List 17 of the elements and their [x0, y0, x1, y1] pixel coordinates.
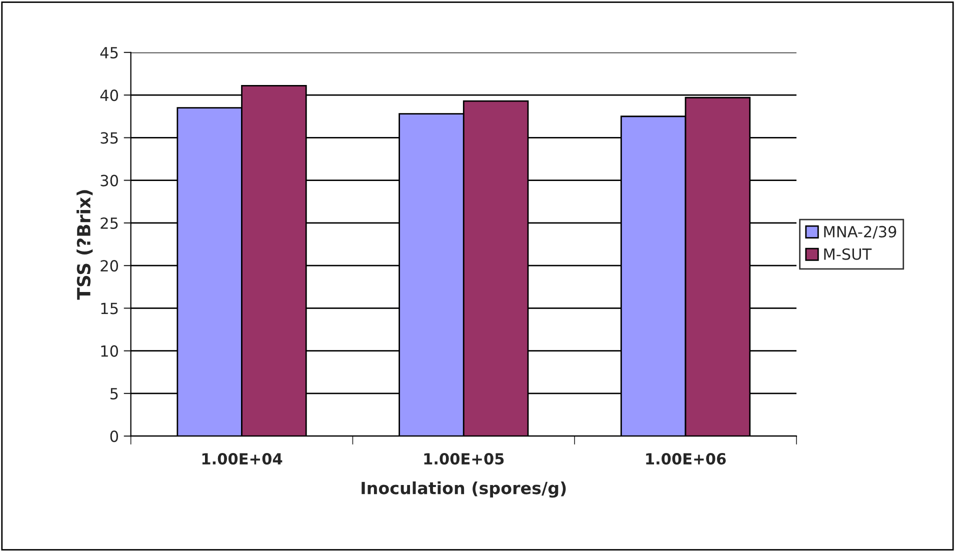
y-tick-label: 20: [100, 260, 118, 272]
y-tick-label: 45: [100, 47, 118, 58]
y-tick-label: 40: [100, 90, 118, 102]
x-axis-title: Inoculation (spores/g): [362, 481, 566, 498]
y-tick-label: 10: [101, 345, 118, 357]
y-axis-title: TSS (?Brix): [76, 190, 93, 300]
y-tick-label: 0: [110, 430, 118, 442]
y-tick-label: 15: [101, 302, 118, 314]
y-tick-label: 25: [100, 217, 118, 229]
legend-label: MNA-2/39: [824, 226, 896, 239]
y-tick-label: 5: [110, 388, 118, 400]
legend-label: M-SUT: [824, 248, 872, 260]
y-tick-label: 30: [100, 174, 118, 186]
x-tick-label: 1.00E+04: [202, 453, 282, 465]
x-tick-label: 1.00E+05: [424, 453, 504, 465]
x-tick-label: 1.00E+06: [646, 453, 726, 465]
y-tick-label: 35: [100, 132, 118, 144]
